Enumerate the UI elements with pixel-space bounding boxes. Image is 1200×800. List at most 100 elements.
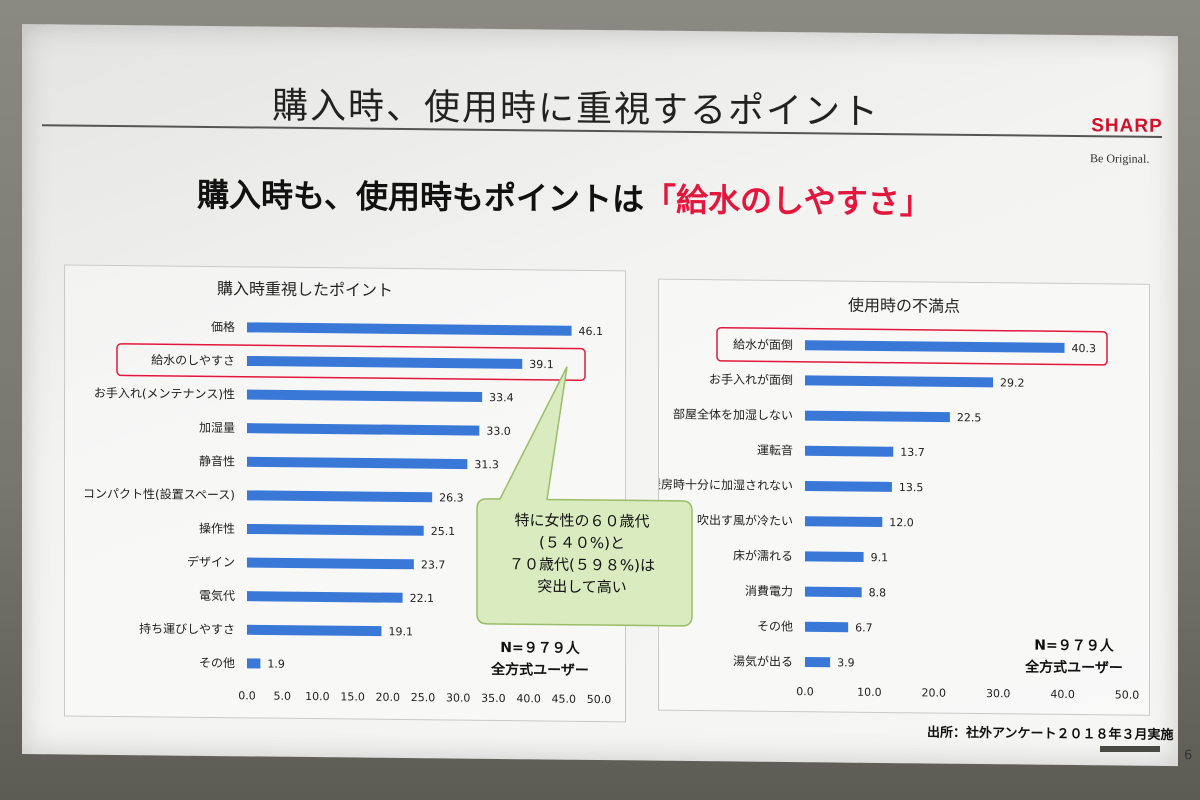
highlight-box [116,343,586,382]
category-label: その他 [199,656,235,670]
category-label: お手入れが面倒 [709,371,793,387]
tick-label: 35.0 [481,692,505,705]
category-label: コンパクト性(設置スペース) [83,486,235,503]
category-label: 暖房時十分に加湿されない [659,476,793,493]
value-label: 25.1 [431,525,455,538]
value-label: 13.5 [899,481,923,494]
value-label: 3.9 [837,656,854,669]
bar [805,551,864,563]
category-label: 持ち運びしやすさ [139,621,235,637]
tick-label: 40.0 [516,692,540,705]
category-label: お手入れ(メンテナンス)性 [94,386,235,401]
source-note: 出所：社外アンケート２０１８年３月実施 [927,725,1174,744]
category-label: 湯気が出る [733,653,793,669]
bar [247,658,261,669]
category-label: デザイン [187,554,235,570]
tick-label: 50.0 [587,693,611,706]
highlight-box [716,326,1108,366]
value-label: 9.1 [871,551,888,564]
category-label: 価格 [211,319,235,334]
tick-label: 40.0 [1050,688,1074,701]
tick-label: 20.0 [922,686,946,699]
bar [805,621,849,633]
bar [247,355,523,369]
callout-text: 特に女性の６０歳代 (５４０%)と ７０歳代(５９８%)は 突出して高い [482,509,682,599]
value-label: 22.5 [957,411,981,424]
value-label: 31.3 [474,458,498,471]
tick-label: 30.0 [986,687,1010,700]
bar [247,557,414,570]
logo-tagline: Be Original. [1090,151,1150,166]
slide-subtitle: 購入時も、使用時もポイントは「給水のしやすさ」 [197,170,932,224]
value-label: 40.3 [1072,342,1096,355]
right-sample-group: 全方式ユーザー [1025,659,1123,677]
tick-label: 50.0 [1115,688,1139,701]
callout-line: (５４０%)と [539,533,625,553]
category-label: 給水のしやすさ [151,353,235,368]
bar [247,490,433,503]
value-label: 39.1 [529,358,553,371]
value-label: 46.1 [579,325,603,338]
bar [805,586,862,598]
monitor-brand-strip [1100,746,1160,752]
page-number: 6 [1184,748,1193,764]
value-label: 33.4 [489,391,513,404]
bar [247,322,572,336]
value-label: 33.0 [486,425,510,438]
tick-label: 15.0 [340,690,364,703]
category-label: 操作性 [199,520,235,535]
bar [247,423,480,436]
category-label: 部屋全体を加湿しない [673,406,793,422]
bar [805,375,994,388]
bar [805,480,892,492]
callout-line: ７０歳代(５９８%)は [509,555,655,575]
category-label: 床が濡れる [733,548,793,564]
callout-line: 突出して高い [537,577,627,597]
left-chart-panel: 購入時重視したポイント 価格 46.1 給水のしやすさ 39.1 お手入れ(メンテナンス… [64,264,626,723]
category-label: 電気代 [199,588,235,603]
value-label: 13.7 [900,446,924,459]
bar [247,389,483,403]
value-label: 22.1 [410,592,434,605]
value-label: 8.8 [869,586,886,599]
callout-line: 特に女性の６０歳代 [514,511,650,531]
category-label: その他 [757,619,793,633]
bar [247,624,382,637]
tick-label: 20.0 [376,691,400,704]
value-label: 12.0 [889,516,913,529]
left-sample-group: 全方式ユーザー [491,661,589,679]
bar [805,516,883,528]
tick-label: 0.0 [796,685,813,698]
bar [247,591,403,603]
tick-label: 25.0 [411,691,435,704]
sharp-logo: SHARP [1091,115,1163,137]
bar [247,456,468,470]
left-sample-size: N=９７９人 [500,640,580,657]
bar [805,656,831,668]
tick-label: 5.0 [273,690,290,703]
value-label: 6.7 [855,621,872,634]
category-label: 静音性 [199,453,235,468]
value-label: 26.3 [439,491,463,504]
subtitle-emphasis: 「給水のしやすさ」 [644,180,932,222]
tick-label: 10.0 [305,690,329,703]
category-label: 吹出す風が冷たい [697,512,793,528]
category-label: 加湿量 [199,420,235,435]
tick-label: 10.0 [857,686,881,699]
right-chart-panel: 使用時の不満点 給水が面倒 40.3 お手入れが面倒 29.2 部屋全体を加湿しない 22… [658,278,1150,716]
subtitle-prefix: 購入時も、使用時もポイントは [197,175,645,219]
bar [805,410,950,423]
category-label: 運転音 [757,442,793,457]
right-bar-chart: 給水が面倒 40.3 お手入れが面倒 29.2 部屋全体を加湿しない 22.5 運転音 13.… [659,326,1139,702]
value-label: 23.7 [421,558,445,571]
value-label: 1.9 [267,658,284,671]
slide-screen: 購入時、使用時に重視するポイント SHARP Be Original. 購入時も… [22,24,1192,767]
value-label: 29.2 [1000,376,1024,389]
tick-label: 30.0 [446,691,470,704]
bar [805,340,1065,353]
right-sample-size: N=９７９人 [1034,637,1114,655]
tick-label: 0.0 [238,689,255,702]
value-label: 19.1 [388,625,412,638]
bar [805,445,894,457]
bar [247,523,424,536]
